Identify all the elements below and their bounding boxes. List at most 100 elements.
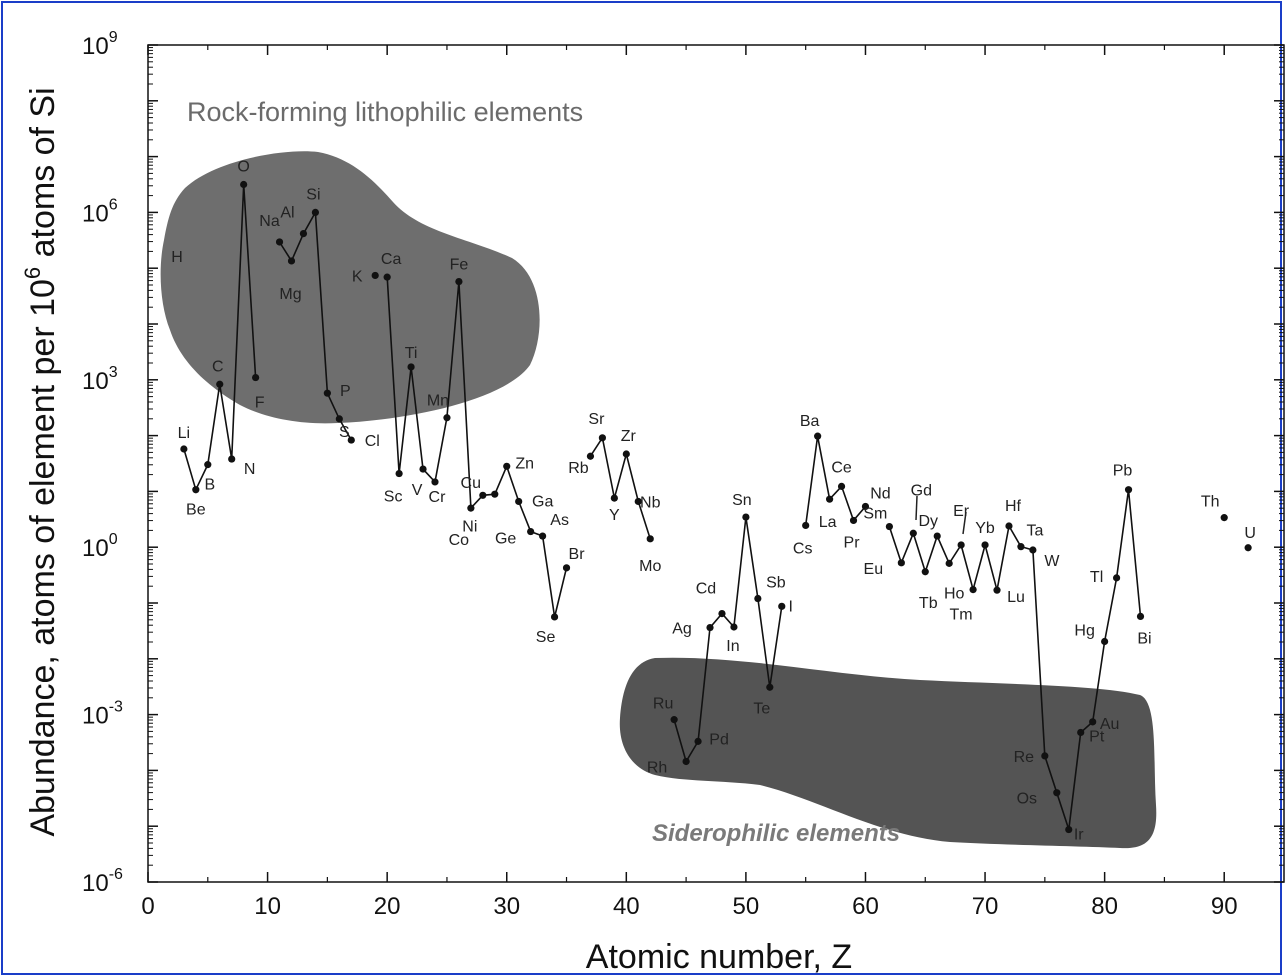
point-re bbox=[1041, 752, 1049, 760]
y-axis-title: Abundance, atoms of element per 106 atom… bbox=[20, 87, 62, 836]
label-re: Re bbox=[1014, 749, 1035, 766]
point-v bbox=[419, 465, 427, 473]
point-al bbox=[299, 230, 308, 238]
point-ho bbox=[945, 559, 953, 567]
y-axis-title-exponent: 6 bbox=[20, 267, 45, 279]
label-hg: Hg bbox=[1074, 623, 1094, 640]
point-th bbox=[1220, 514, 1228, 522]
label-er: Er bbox=[953, 503, 970, 520]
point-zr bbox=[622, 450, 630, 458]
lithophilic-region bbox=[160, 151, 540, 424]
label-mo: Mo bbox=[639, 558, 661, 575]
label-rh: Rh bbox=[647, 759, 667, 776]
label-gd: Gd bbox=[911, 482, 932, 499]
point-fe bbox=[455, 277, 463, 286]
point-u bbox=[1244, 544, 1252, 552]
label-cr: Cr bbox=[429, 489, 447, 506]
x-tick-label: 90 bbox=[1211, 893, 1238, 920]
label-be: Be bbox=[186, 502, 206, 519]
label-cd: Cd bbox=[696, 581, 716, 598]
label-yb: Yb bbox=[975, 520, 995, 537]
point-nb bbox=[634, 497, 642, 506]
label-cl: Cl bbox=[365, 433, 380, 450]
leader-lines bbox=[915, 495, 967, 535]
point-dy bbox=[933, 532, 941, 540]
series-line bbox=[673, 516, 783, 764]
x-tick-label: 70 bbox=[972, 893, 999, 920]
label-sr: Sr bbox=[588, 411, 605, 428]
point-cu bbox=[491, 490, 499, 498]
point-ca bbox=[383, 273, 391, 281]
point-er bbox=[957, 541, 965, 549]
point-rb bbox=[586, 452, 595, 460]
point-cs bbox=[802, 521, 810, 530]
series-line bbox=[888, 489, 1142, 830]
label-f: F bbox=[255, 395, 265, 412]
y-axis-title-suffix: atoms of Si bbox=[24, 87, 62, 267]
label-la: La bbox=[819, 514, 837, 531]
label-ti: Ti bbox=[405, 345, 418, 362]
label-pt: Pt bbox=[1089, 728, 1105, 745]
point-sr bbox=[598, 434, 607, 442]
point-k bbox=[371, 271, 379, 280]
label-o: O bbox=[237, 159, 249, 176]
point-ti bbox=[407, 363, 415, 371]
label-eu: Eu bbox=[864, 561, 884, 578]
point-s bbox=[335, 415, 343, 423]
x-tick-label: 20 bbox=[374, 893, 401, 920]
label-sm: Sm bbox=[863, 506, 887, 523]
y-tick-label: 10-3 bbox=[82, 699, 123, 730]
label-li: Li bbox=[178, 425, 190, 442]
point-c bbox=[216, 380, 224, 388]
point-gd bbox=[909, 529, 917, 537]
point-y bbox=[610, 494, 618, 502]
point-tb bbox=[921, 568, 929, 576]
label-sn: Sn bbox=[732, 492, 752, 509]
point-o bbox=[240, 180, 248, 189]
label-al: Al bbox=[280, 205, 294, 222]
point-in bbox=[730, 623, 738, 631]
x-tick-label: 50 bbox=[733, 893, 760, 920]
label-co: Co bbox=[449, 532, 470, 549]
label-te: Te bbox=[753, 700, 770, 717]
point-cl bbox=[347, 436, 355, 444]
point-ba bbox=[814, 432, 822, 440]
point-li bbox=[180, 445, 188, 453]
point-rh bbox=[682, 757, 690, 766]
point-pr bbox=[849, 516, 858, 525]
point-hg bbox=[1101, 637, 1109, 646]
point-p bbox=[323, 389, 331, 397]
element-labels: H Li Be B C N O F Na Mg Al Si P S Cl K Ca Sc Ti V Cr Mn Fe CoNi… bbox=[171, 159, 1256, 844]
siderophilic-region-title: Siderophilic elements bbox=[652, 820, 900, 847]
label-rb: Rb bbox=[568, 460, 589, 477]
data-points bbox=[180, 180, 1252, 834]
label-k: K bbox=[352, 268, 363, 285]
label-br: Br bbox=[569, 546, 586, 563]
x-tick-label: 80 bbox=[1091, 893, 1118, 920]
er-leader-line bbox=[962, 511, 967, 535]
label-s: S bbox=[339, 424, 350, 441]
siderophilic-region bbox=[619, 657, 1157, 849]
label-pd: Pd bbox=[709, 731, 729, 748]
label-sc: Sc bbox=[384, 489, 403, 506]
point-na bbox=[275, 238, 284, 246]
regions-layer: Rock-forming lithophilic elements Sidero… bbox=[160, 97, 1157, 849]
label-os: Os bbox=[1017, 791, 1037, 808]
x-tick-label: 30 bbox=[493, 893, 520, 920]
y-tick-label: 106 bbox=[82, 196, 118, 227]
point-ag bbox=[706, 623, 714, 632]
point-i bbox=[778, 602, 786, 610]
label-i: I bbox=[789, 598, 793, 615]
point-sb bbox=[754, 594, 762, 603]
point-bi bbox=[1136, 612, 1145, 620]
label-tm: Tm bbox=[950, 607, 973, 624]
label-ce: Ce bbox=[831, 459, 852, 476]
point-mg bbox=[287, 257, 296, 265]
label-u: U bbox=[1244, 525, 1256, 542]
label-zn: Zn bbox=[515, 455, 534, 472]
label-cu: Cu bbox=[461, 475, 481, 492]
point-si bbox=[311, 208, 320, 216]
label-th: Th bbox=[1201, 494, 1220, 511]
point-b bbox=[204, 461, 212, 469]
